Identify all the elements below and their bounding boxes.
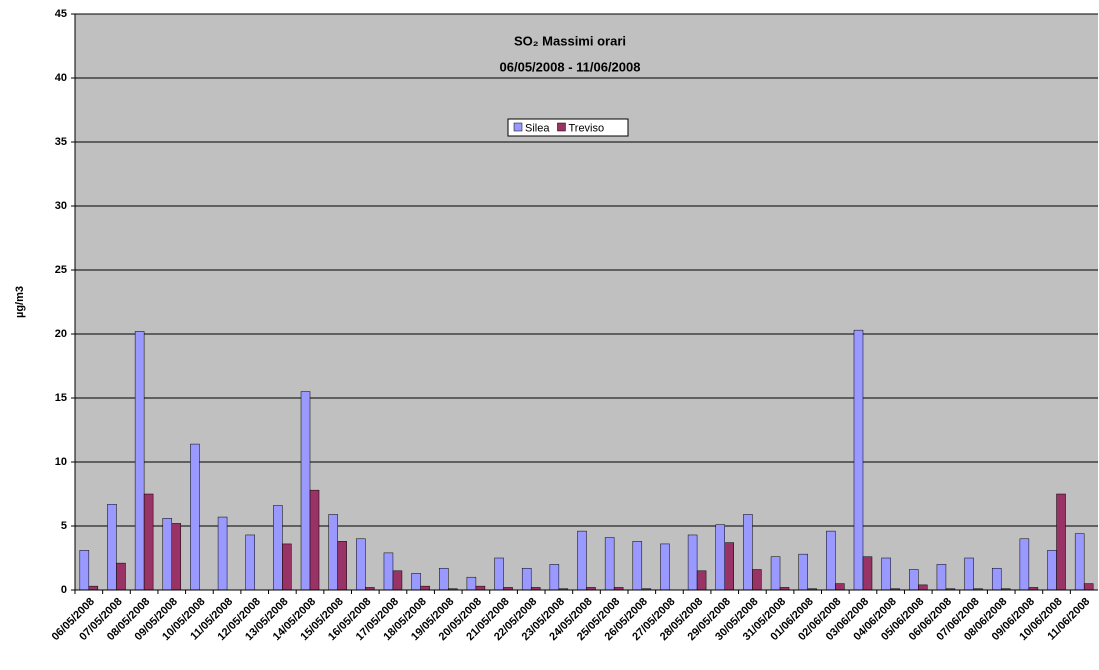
bar	[494, 557, 504, 591]
plot-area	[75, 14, 1098, 590]
bar	[171, 523, 182, 591]
bar	[1074, 533, 1085, 591]
bar	[770, 556, 781, 591]
bar	[687, 534, 698, 591]
bar	[743, 514, 753, 591]
bar	[752, 569, 762, 591]
bar	[79, 550, 90, 591]
legend-swatch	[557, 122, 566, 132]
y-tick-label: 15	[55, 392, 67, 404]
y-tick-label: 25	[55, 264, 67, 276]
bar	[337, 541, 347, 591]
bar	[309, 489, 320, 591]
legend-swatch	[513, 122, 523, 132]
bar	[273, 505, 283, 591]
bar	[826, 530, 836, 591]
bar	[964, 557, 974, 591]
bar	[466, 576, 477, 591]
bar	[134, 331, 145, 591]
legend-label: Silea	[525, 122, 550, 134]
bar	[190, 443, 200, 591]
bar	[107, 503, 117, 591]
y-axis-label: µg/m3	[14, 286, 26, 318]
bar	[392, 570, 403, 591]
bar	[862, 556, 873, 591]
bar	[991, 567, 1002, 591]
y-tick-label: 5	[61, 520, 67, 532]
y-tick-label: 10	[55, 456, 67, 468]
bar	[724, 542, 734, 591]
bar	[715, 524, 725, 591]
bar	[383, 552, 394, 591]
bar	[549, 564, 560, 591]
bar	[936, 564, 947, 591]
bar	[143, 493, 154, 591]
chart-subtitle: 06/05/2008 - 11/06/2008	[500, 59, 641, 74]
bar	[853, 329, 864, 591]
bar	[475, 585, 486, 591]
bar	[660, 543, 670, 591]
bar	[1083, 583, 1094, 591]
legend-box	[507, 118, 629, 137]
bar	[881, 557, 891, 591]
bar	[604, 537, 615, 591]
y-tick-label: 20	[55, 328, 67, 340]
bar	[798, 553, 808, 591]
bar	[420, 585, 430, 591]
bar	[245, 534, 255, 591]
bar	[282, 543, 292, 591]
bar	[356, 538, 366, 591]
bar	[1047, 550, 1057, 591]
bar	[632, 541, 643, 591]
bar	[835, 583, 845, 591]
bar	[918, 584, 928, 591]
bar	[411, 573, 421, 591]
chart-title: SO₂ Massimi orari	[514, 33, 626, 48]
bar	[1056, 493, 1066, 591]
bar	[1019, 538, 1030, 591]
bar	[217, 516, 228, 591]
bar	[696, 570, 707, 591]
bar	[439, 567, 449, 591]
y-tick-label: 40	[55, 72, 67, 84]
y-tick-label: 30	[55, 200, 67, 212]
y-tick-label: 35	[55, 136, 67, 148]
y-tick-label: 45	[55, 8, 67, 20]
bar	[116, 562, 126, 591]
bar	[162, 518, 173, 591]
bar	[577, 530, 587, 591]
legend-label: Treviso	[568, 122, 604, 134]
bar	[300, 391, 311, 591]
bar	[88, 585, 99, 591]
bar	[521, 567, 532, 591]
bar	[909, 569, 919, 591]
y-tick-label: 0	[61, 584, 67, 596]
bar	[328, 514, 338, 591]
